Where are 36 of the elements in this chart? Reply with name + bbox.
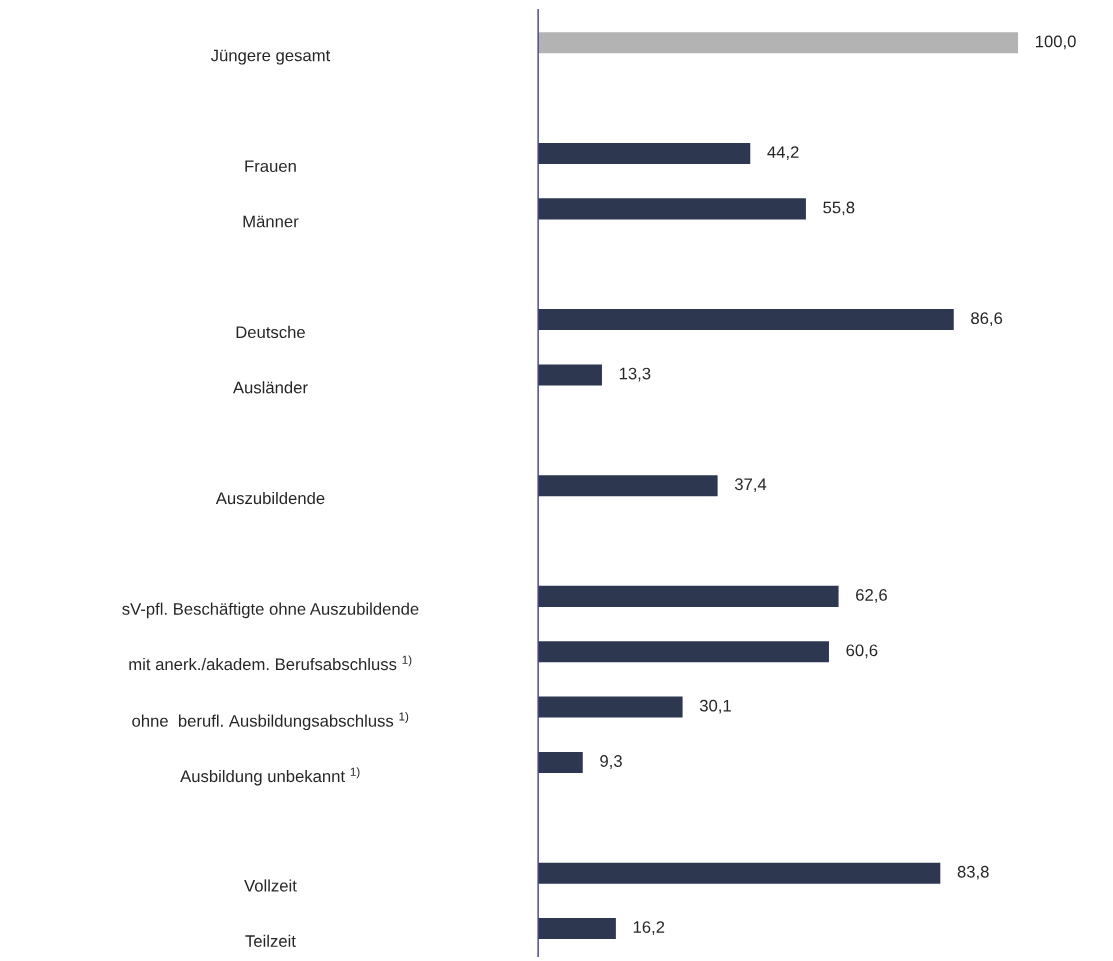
bar	[538, 751, 583, 773]
bar	[538, 641, 829, 663]
data-label: 30,1	[699, 699, 731, 714]
bar	[538, 585, 839, 607]
bar	[538, 696, 683, 718]
bar	[538, 198, 806, 220]
bar	[538, 364, 602, 386]
data-label: 62,6	[856, 589, 887, 603]
data-label: 83,8	[957, 865, 989, 880]
y-tick-label: ohne berufl. Ausbildungsabschluss $^{1)}$	[132, 712, 409, 731]
data-label: 100,0	[1035, 35, 1076, 50]
bar	[538, 862, 941, 884]
bar	[538, 309, 954, 331]
y-tick-label: Männer	[243, 215, 299, 228]
bar	[538, 918, 616, 940]
bar	[538, 475, 718, 497]
y-tick-label: Deutsche	[236, 325, 305, 339]
y-tick-label: Ausbildung unbekannt $^{1)}$	[180, 767, 360, 786]
y-tick-label: Frauen	[245, 160, 296, 173]
data-label: 60,6	[846, 644, 878, 659]
data-label: 16,2	[633, 921, 665, 935]
data-label: 13,3	[619, 367, 651, 382]
bar	[538, 143, 751, 165]
y-tick-label: Teilzeit	[245, 934, 296, 947]
bar	[538, 32, 1019, 54]
y-tick-label: Auszubildende	[215, 491, 325, 505]
y-tick-label: Vollzeit	[244, 879, 297, 892]
data-label: 44,2	[767, 146, 799, 160]
data-label: 86,6	[971, 312, 1003, 327]
y-tick-label: Jüngere gesamt	[210, 49, 331, 65]
y-tick-label: mit anerk./akadem. Berufsabschluss $^{1)}$	[129, 655, 412, 671]
y-tick-label: Ausländer	[232, 381, 308, 394]
data-label: 55,8	[823, 201, 855, 216]
data-label: 37,4	[734, 478, 767, 493]
y-tick-label: sV-pfl. Beschäftigte ohne Auszubildende	[122, 602, 419, 619]
data-label: 9,3	[600, 755, 622, 769]
